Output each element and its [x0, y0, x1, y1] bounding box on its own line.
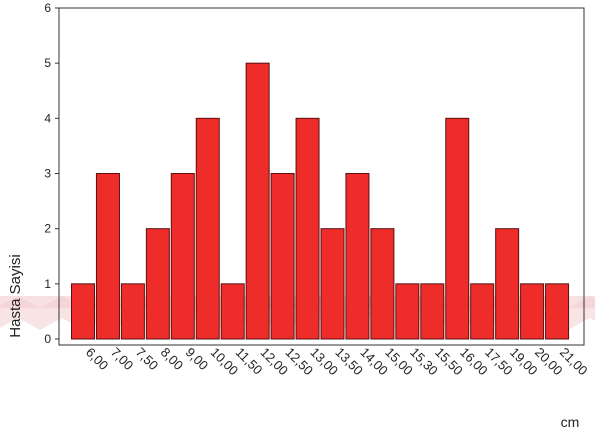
y-tick-label: 5 [44, 56, 51, 70]
bar [370, 228, 395, 340]
y-tick-label: 4 [44, 111, 51, 125]
bar [220, 283, 245, 340]
x-tick-label: 15,50 [432, 345, 466, 379]
y-axis: 0 1 2 3 4 5 6 [44, 1, 59, 346]
x-tick-label: 21,00 [557, 345, 591, 379]
bar [445, 117, 470, 340]
bar [170, 173, 195, 340]
x-tick-labels: 6,007,007,508,009,0010,0011,5012,0012,50… [83, 345, 591, 379]
x-tick-label: 6,00 [83, 345, 112, 374]
bar [195, 117, 220, 340]
x-tick-label: 15,30 [407, 345, 441, 379]
x-tick-label: 14,00 [357, 345, 391, 379]
x-axis-label: cm [561, 414, 580, 430]
bar [320, 228, 345, 340]
bar [470, 283, 495, 340]
y-tick-label: 0 [44, 332, 51, 346]
bar [520, 283, 545, 340]
bar [270, 173, 295, 340]
bar [295, 117, 320, 340]
bar [71, 283, 95, 340]
x-tick-label: 16,00 [457, 345, 491, 379]
x-tick-label: 12,00 [258, 345, 292, 379]
y-tick-label: 6 [44, 1, 51, 15]
bar [545, 283, 570, 340]
y-tick-label: 3 [44, 167, 51, 181]
plot-frame [58, 7, 585, 346]
bar [245, 62, 270, 340]
x-tick-label: 13,50 [332, 345, 366, 379]
y-tick-label: 1 [44, 277, 51, 291]
x-tick-label: 17,50 [482, 345, 516, 379]
x-tick-label: 7,00 [108, 345, 137, 374]
x-tick-label: 20,00 [532, 345, 566, 379]
x-tick-label: 7,50 [133, 345, 162, 374]
x-tick-label: 12,50 [282, 345, 316, 379]
bar [95, 173, 120, 340]
x-tick-label: 13,00 [307, 345, 341, 379]
bar [145, 228, 170, 340]
bar [345, 173, 370, 340]
x-tick-label: 15,00 [382, 345, 416, 379]
bar [395, 283, 420, 340]
x-tick-label: 10,00 [208, 345, 242, 379]
bar [420, 283, 445, 340]
x-tick-label: 8,00 [158, 345, 187, 374]
y-tick-label: 2 [44, 222, 51, 236]
bars-group [71, 62, 570, 340]
y-axis-label: Hasta Sayisi [7, 254, 24, 337]
watermark-chevron [0, 296, 40, 330]
x-tick-label: 19,00 [507, 345, 541, 379]
bar [120, 283, 145, 340]
watermark-chevron [568, 296, 595, 330]
x-tick-label: 9,00 [183, 345, 212, 374]
bar [495, 228, 520, 340]
x-tick-label: 11,50 [233, 345, 266, 378]
